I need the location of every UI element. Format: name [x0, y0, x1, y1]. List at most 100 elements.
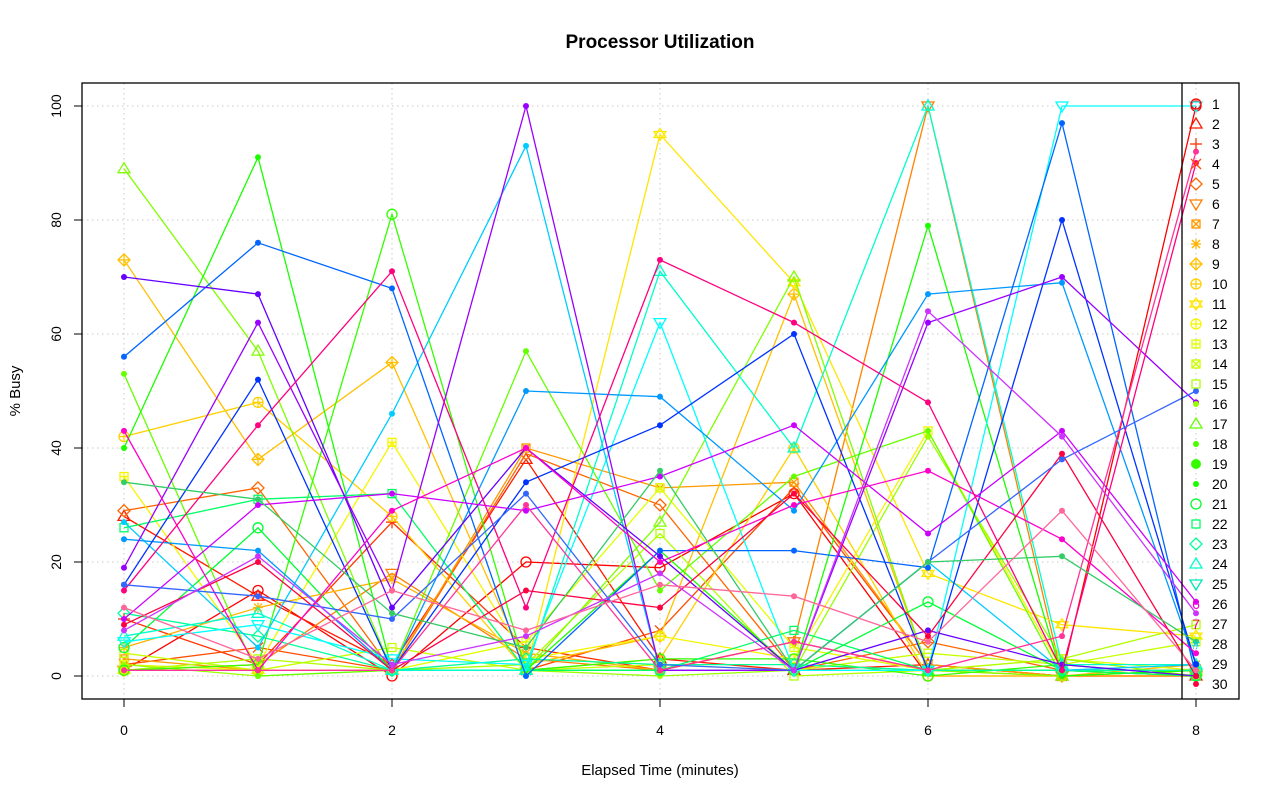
- legend-entry: 9: [1189, 256, 1220, 272]
- data-point: [657, 661, 663, 668]
- data-point: [523, 142, 529, 149]
- data-point: [791, 593, 797, 600]
- data-point: [657, 667, 663, 674]
- data-point: [925, 638, 931, 645]
- data-point: [523, 490, 529, 497]
- legend: 1234567891011121314151617181920212223242…: [1188, 96, 1228, 692]
- series-39: [121, 308, 1199, 674]
- data-point: [925, 399, 931, 406]
- legend-entry: 18: [1193, 436, 1228, 452]
- legend-marker: [1191, 339, 1201, 349]
- series-40: [121, 507, 1199, 674]
- svg-text:#: #: [1192, 636, 1200, 652]
- data-point: [251, 629, 265, 644]
- data-point: [523, 627, 529, 634]
- data-point: [389, 610, 395, 617]
- data-point: [121, 536, 127, 543]
- data-point: [1059, 536, 1065, 543]
- legend-marker: [1188, 556, 1204, 569]
- data-point: [653, 498, 667, 512]
- legend-marker: [1190, 498, 1202, 510]
- data-point: [925, 559, 931, 565]
- legend-marker: [1193, 481, 1199, 487]
- data-point: [116, 628, 132, 641]
- data-point: [920, 665, 936, 678]
- data-point: [925, 530, 931, 537]
- data-point: [386, 208, 398, 220]
- series-32: [121, 422, 1199, 622]
- legend-marker: [1189, 177, 1203, 191]
- legend-marker: [1189, 257, 1203, 271]
- data-point: [657, 467, 663, 474]
- legend-entry: 19: [1191, 456, 1228, 472]
- data-point: [925, 319, 931, 326]
- legend-label: 26: [1212, 596, 1228, 612]
- data-point: [121, 427, 127, 434]
- data-point: [119, 648, 129, 658]
- x-axis: 0 2 4 6 8: [120, 698, 1200, 738]
- legend-marker: 7: [1192, 616, 1200, 632]
- data-point: [255, 559, 261, 565]
- data-point: [255, 655, 261, 662]
- legend-entry: 8: [1191, 236, 1220, 252]
- data-point: [389, 616, 395, 622]
- data-point: [786, 665, 802, 678]
- data-point: [252, 522, 264, 534]
- legend-label: 15: [1212, 376, 1228, 392]
- legend-marker: [1188, 579, 1204, 592]
- legend-entry: 6: [1188, 196, 1220, 212]
- legend-label: 11: [1212, 296, 1227, 312]
- legend-marker: [1188, 416, 1204, 429]
- legend-label: 14: [1212, 356, 1228, 372]
- legend-entry: 3: [1190, 136, 1220, 152]
- data-point: [121, 616, 127, 622]
- legend-marker: [1188, 116, 1204, 129]
- data-point: [250, 606, 266, 618]
- y-tick-label: 60: [48, 326, 64, 342]
- legend-marker: [1191, 459, 1201, 469]
- legend-entry: 16: [1193, 396, 1228, 412]
- svg-text:7: 7: [1192, 616, 1200, 632]
- legend-entry: 17: [1188, 416, 1228, 432]
- data-point: [925, 308, 931, 315]
- series-33: [121, 427, 1199, 674]
- legend-label: 9: [1212, 256, 1220, 272]
- data-point: [925, 667, 931, 674]
- data-point: [1059, 279, 1065, 286]
- data-point: [657, 581, 663, 588]
- legend-entry: 2: [1188, 116, 1220, 132]
- data-point: [121, 604, 127, 611]
- legend-entry: 20: [1193, 476, 1228, 492]
- legend-entry: 25: [1188, 576, 1228, 592]
- data-point: [250, 588, 266, 601]
- data-point: [1191, 637, 1201, 647]
- data-point: [920, 98, 936, 111]
- data-point: [1054, 101, 1070, 114]
- data-point: [1059, 274, 1065, 280]
- legend-entry: 7 27: [1192, 616, 1228, 632]
- legend-label: 10: [1212, 276, 1228, 292]
- legend-marker: [1193, 441, 1199, 447]
- data-point: [250, 620, 266, 632]
- data-point: [925, 427, 931, 434]
- x-tick-label: 6: [924, 722, 932, 738]
- legend-label: 13: [1212, 336, 1228, 352]
- data-point: [121, 627, 127, 634]
- y-tick-label: 40: [48, 440, 64, 456]
- data-point: [652, 264, 668, 276]
- data-point: [657, 547, 663, 554]
- data-point: [788, 482, 800, 494]
- legend-entry: 23: [1189, 536, 1228, 552]
- legend-label: 25: [1212, 576, 1228, 592]
- series-36: [121, 148, 1199, 674]
- legend-entry: 6 26: [1192, 596, 1228, 612]
- data-point: [925, 633, 931, 640]
- data-point: [116, 161, 132, 174]
- data-point: [121, 353, 127, 360]
- legend-entry: 24: [1188, 556, 1228, 572]
- data-point: [1193, 650, 1199, 657]
- x-tick-label: 8: [1192, 722, 1200, 738]
- series-35: [121, 450, 1199, 679]
- data-point: [1059, 456, 1065, 463]
